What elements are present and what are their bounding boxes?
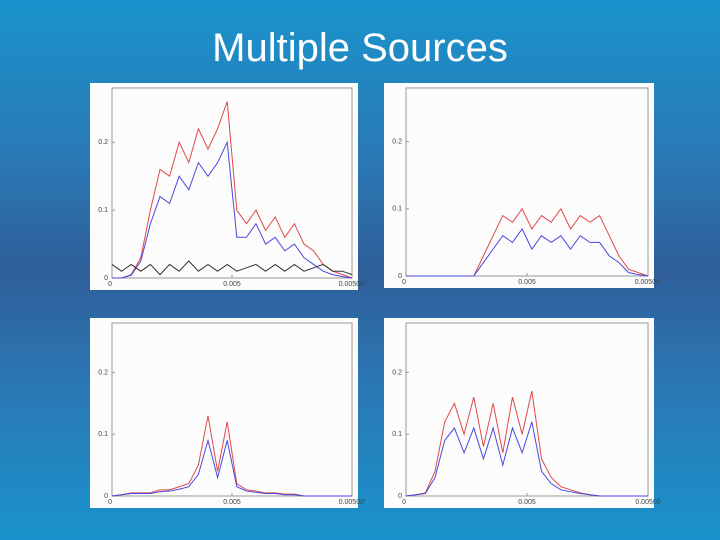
x-tick-label: 0.00500 xyxy=(635,499,660,506)
series-line xyxy=(111,438,352,497)
x-tick-label: 0.005 xyxy=(518,499,536,506)
panel xyxy=(90,318,358,508)
y-tick-label: 0 xyxy=(104,275,108,282)
x-tick-label: 0.00500' xyxy=(339,499,366,506)
slide-title: Multiple Sources xyxy=(212,26,508,70)
series-line xyxy=(112,140,353,279)
y-tick-label: 0.1 xyxy=(392,206,402,213)
x-tick-label: 0 xyxy=(108,281,112,288)
x-tick-label: 0 xyxy=(402,279,406,286)
y-tick-label: 0 xyxy=(104,493,108,500)
x-tick-label: 0.005 xyxy=(223,281,241,288)
y-tick-label: 0.2 xyxy=(98,139,108,146)
y-tick-label: 0.2 xyxy=(392,139,402,146)
y-tick-label: 0.1 xyxy=(392,431,402,438)
panel xyxy=(90,83,358,290)
series-line xyxy=(405,421,648,497)
panel xyxy=(384,83,654,288)
y-tick-label: 0 xyxy=(398,273,402,280)
x-tick-label: 0.005 xyxy=(518,279,536,286)
y-tick-label: 0.1 xyxy=(98,431,108,438)
x-tick-label: 0 xyxy=(108,499,112,506)
series-line xyxy=(111,260,353,276)
x-tick-label: 0.00500' xyxy=(339,281,366,288)
x-tick-label: 0.005 xyxy=(223,499,241,506)
series-line xyxy=(406,228,649,277)
panel xyxy=(384,318,654,508)
y-tick-label: 0.2 xyxy=(98,369,108,376)
series-line xyxy=(112,101,353,279)
x-tick-label: 0 xyxy=(402,499,406,506)
x-tick-label: 0.00500' xyxy=(635,279,662,286)
y-tick-label: 0.1 xyxy=(98,207,108,214)
y-tick-label: 0 xyxy=(398,493,402,500)
y-tick-label: 0.2 xyxy=(392,369,402,376)
